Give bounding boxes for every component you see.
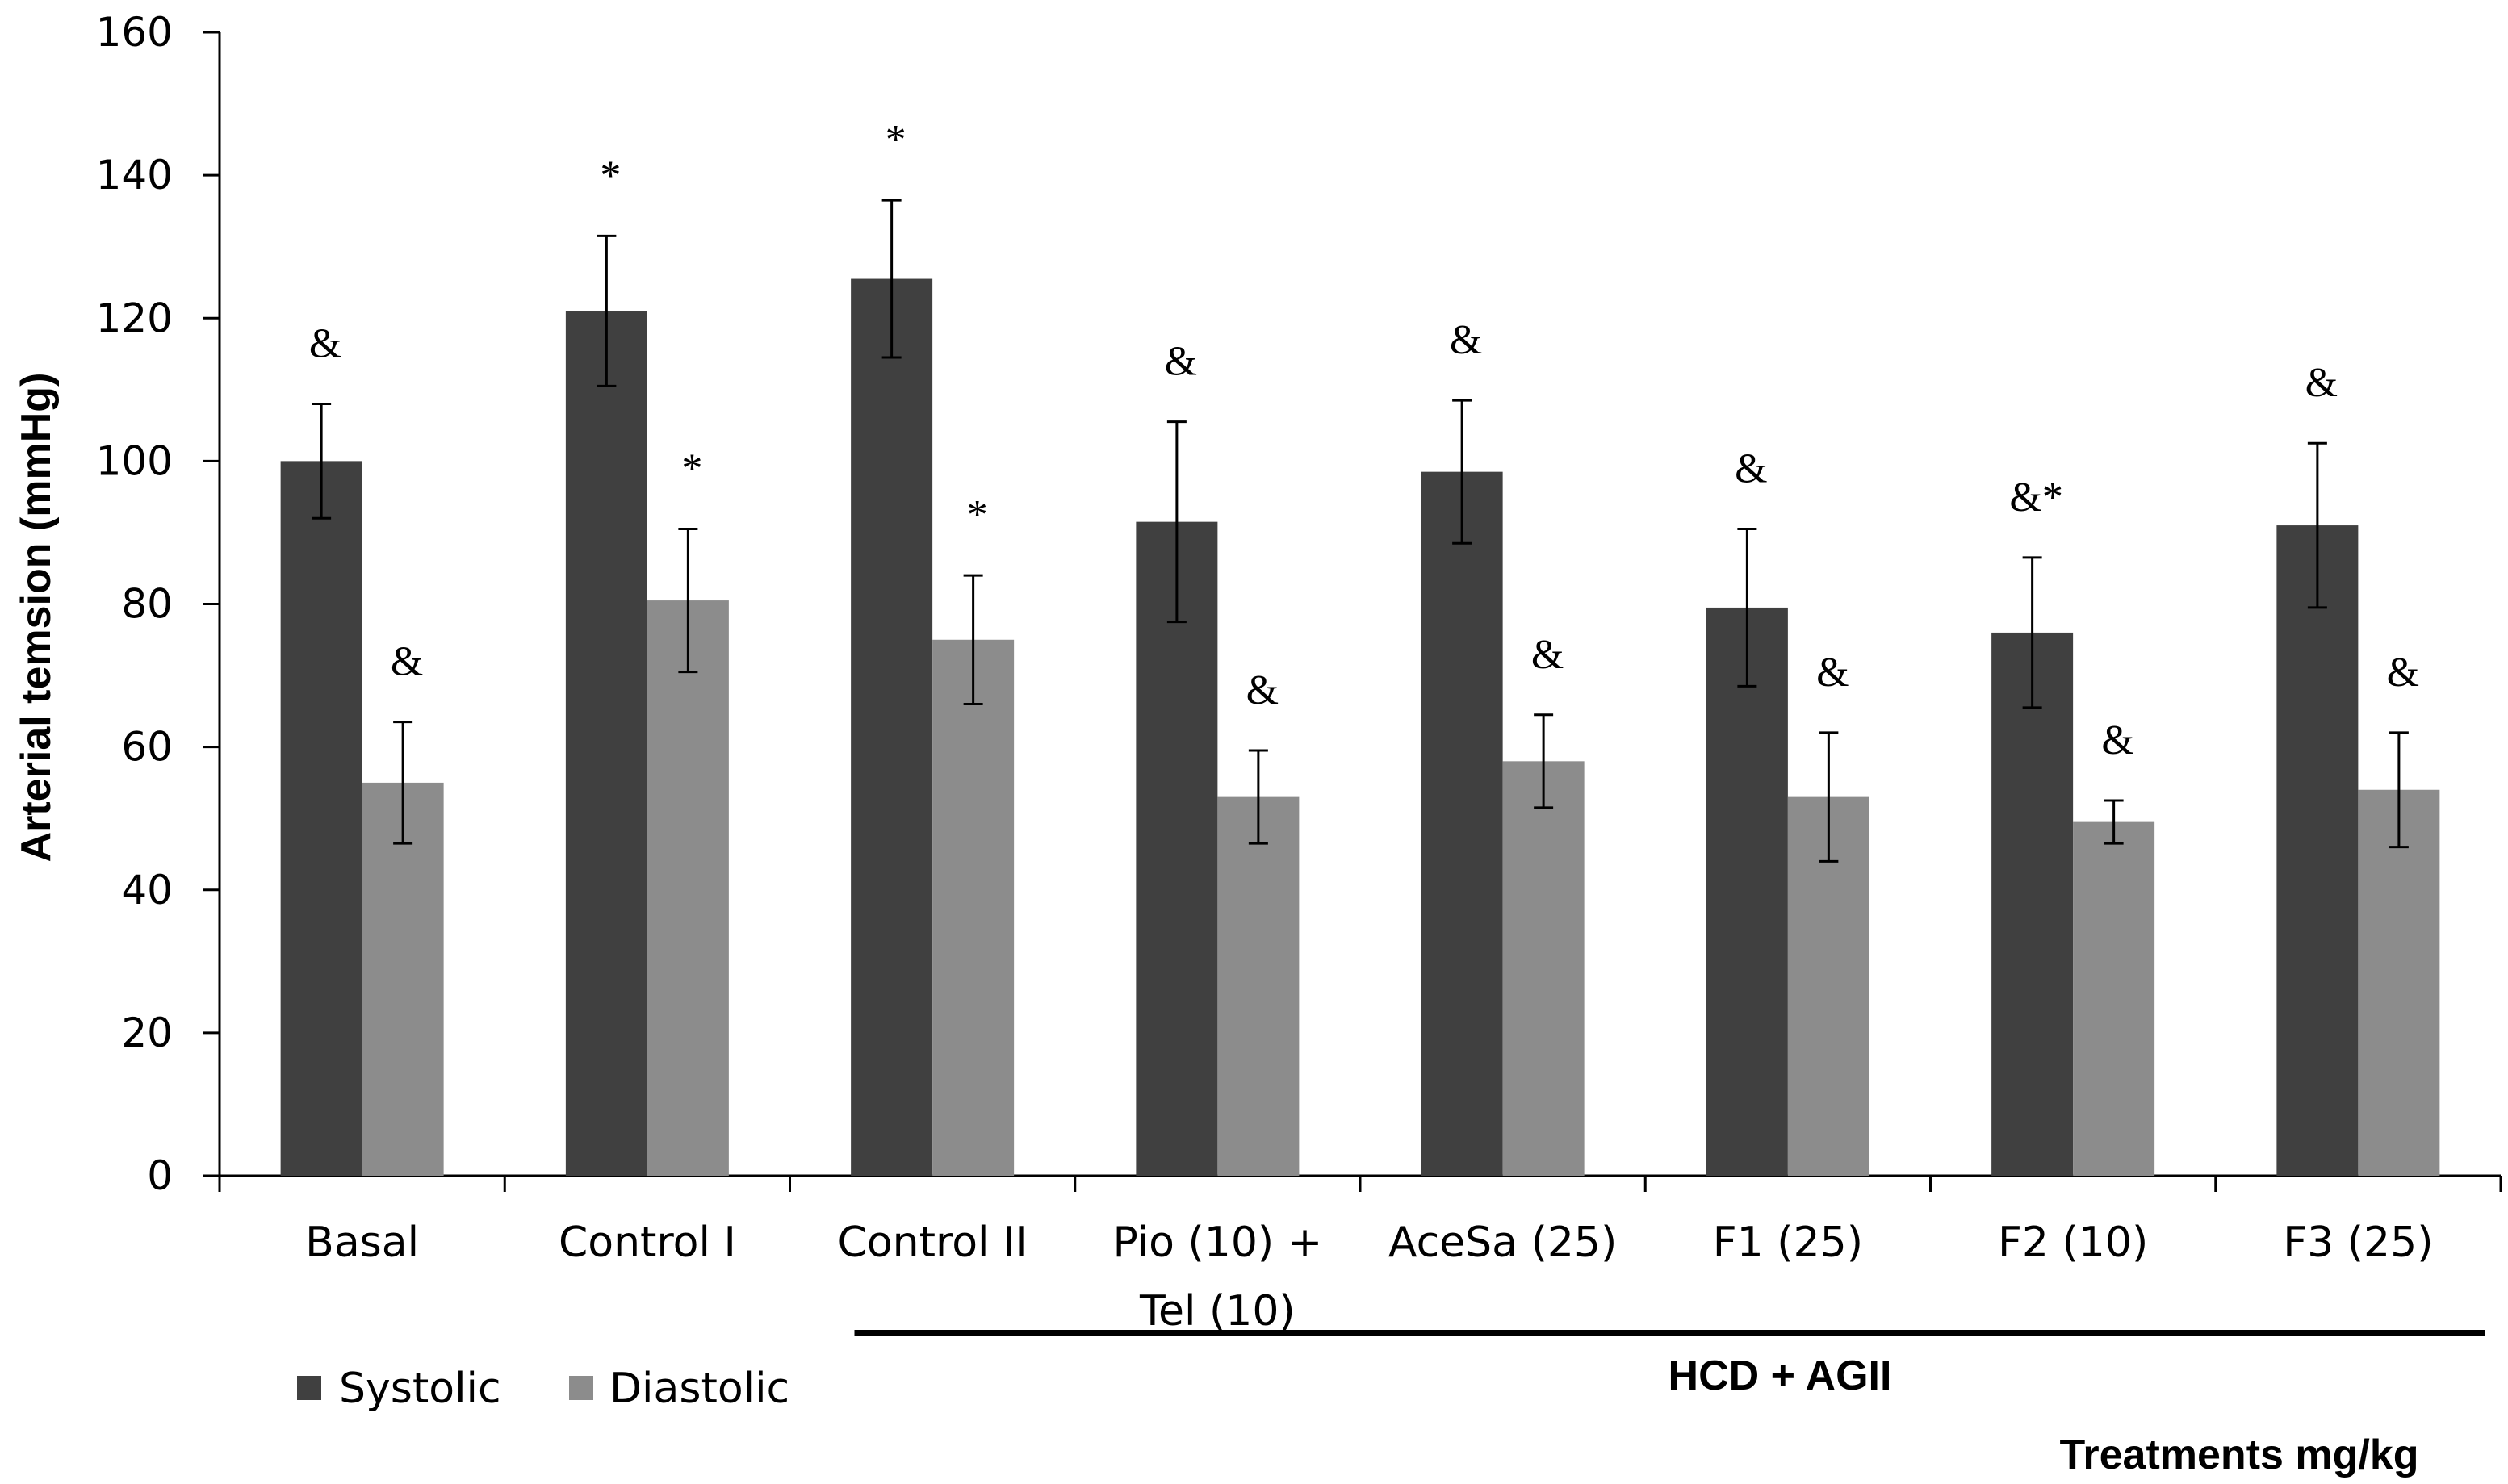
- significance-annotation: *: [967, 492, 988, 538]
- category-label: Basal: [305, 1219, 419, 1267]
- significance-annotation: &: [1816, 650, 1849, 696]
- significance-annotation: &: [1246, 667, 1279, 713]
- y-tick-label: 80: [121, 581, 173, 628]
- significance-annotation: *: [886, 117, 906, 163]
- category-label: F1 (25): [1713, 1219, 1863, 1267]
- y-tick-label: 100: [96, 437, 173, 484]
- bar-systolic-3: [1136, 521, 1218, 1176]
- y-axis-ticks: 0 20 40 60 80 100 120 140 160: [96, 9, 220, 1199]
- bar-systolic-1: [565, 311, 647, 1176]
- legend-swatch-systolic: [297, 1376, 321, 1400]
- bar-diastolic-6: [2073, 821, 2155, 1176]
- category-label: F3 (25): [2283, 1219, 2433, 1267]
- y-tick-label: 140: [96, 152, 173, 199]
- category-label: AceSa (25): [1388, 1219, 1617, 1267]
- bar-diastolic-4: [1502, 761, 1585, 1176]
- bar-diastolic-2: [932, 639, 1015, 1176]
- significance-annotation: *: [681, 446, 702, 492]
- legend-label-systolic: Systolic: [339, 1365, 501, 1413]
- y-tick-label: 60: [121, 724, 173, 771]
- y-tick-label: 40: [121, 867, 173, 913]
- bar-systolic-7: [2276, 525, 2359, 1176]
- bar-diastolic-7: [2358, 789, 2440, 1176]
- x-axis-label: Treatments mg/kg: [2059, 1432, 2418, 1478]
- category-label: Control I: [559, 1219, 736, 1267]
- bar-systolic-6: [1991, 632, 2074, 1176]
- significance-annotation: *: [600, 153, 621, 199]
- significance-annotation: &: [309, 321, 341, 367]
- group-label: HCD + AGII: [1669, 1352, 1892, 1399]
- bar-systolic-4: [1421, 471, 1503, 1176]
- bar-systolic-2: [851, 278, 933, 1176]
- bar-diastolic-1: [647, 600, 729, 1176]
- x-axis-ticks: [218, 1176, 2502, 1192]
- y-axis-label: Arterial temsion (mmHg): [13, 373, 60, 863]
- y-tick-label: 0: [147, 1152, 173, 1199]
- significance-annotation: &: [1450, 317, 1482, 363]
- category-label: F2 (10): [1998, 1219, 2148, 1267]
- significance-annotation: &: [391, 639, 423, 685]
- significance-annotation: &: [2305, 360, 2338, 406]
- category-label: Tel (10): [1139, 1287, 1296, 1336]
- significance-annotation: &: [2101, 717, 2133, 763]
- category-label: Pio (10) +: [1112, 1219, 1322, 1267]
- y-tick-label: 20: [121, 1010, 173, 1056]
- significance-annotation: &: [1735, 446, 1767, 492]
- bar-diastolic-0: [362, 782, 444, 1176]
- legend-label-diastolic: Diastolic: [609, 1365, 789, 1413]
- bar-diastolic-3: [1217, 796, 1300, 1176]
- significance-annotations: &**& &&&*&&**&& &&&: [309, 117, 2419, 763]
- bar-systolic-0: [280, 461, 362, 1176]
- error-bars: [312, 199, 2409, 863]
- significance-annotation: &: [1531, 632, 1564, 678]
- significance-annotation: &: [2387, 650, 2419, 696]
- category-label: Control II: [838, 1219, 1028, 1267]
- bar-systolic-5: [1706, 607, 1788, 1176]
- legend: Systolic Diastolic: [297, 1365, 789, 1413]
- significance-annotation: &: [1165, 339, 1197, 385]
- y-tick-label: 120: [96, 295, 173, 341]
- category-labels: Basal Control I Control II Pio (10) + Tel (1…: [305, 1219, 2433, 1336]
- y-tick-label: 160: [96, 9, 173, 56]
- significance-annotation: &*: [2009, 474, 2062, 520]
- legend-swatch-diastolic: [569, 1376, 593, 1400]
